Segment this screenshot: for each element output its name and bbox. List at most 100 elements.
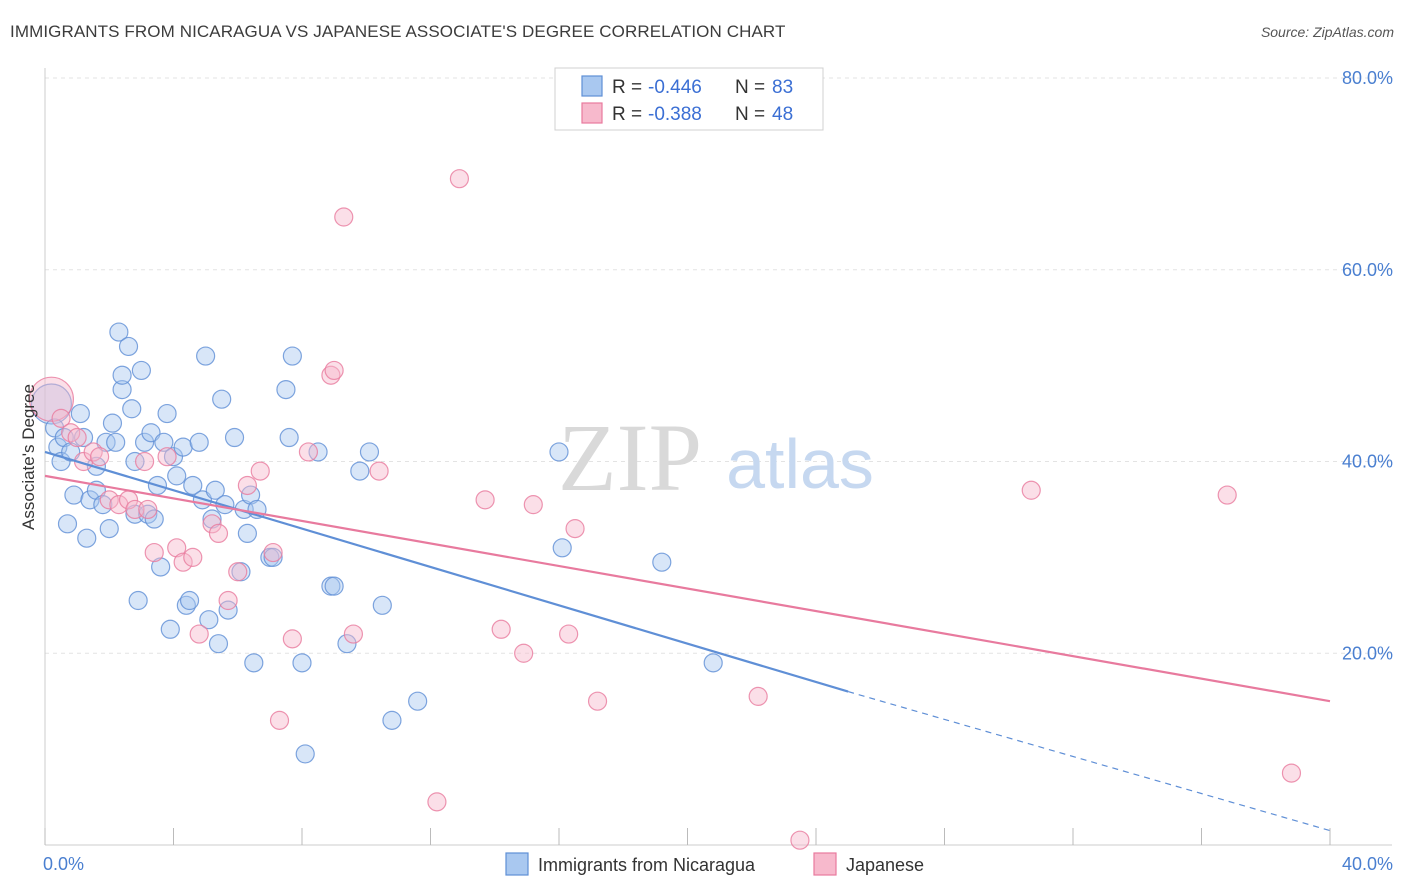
legend-n-label-1: N = xyxy=(735,77,765,98)
bottom-legend-label-japanese: Japanese xyxy=(846,855,924,875)
nicaragua-point xyxy=(382,710,402,730)
japanese-point xyxy=(202,514,222,534)
legend-n-value-1: 83 xyxy=(772,77,793,98)
japanese-point xyxy=(334,207,354,227)
legend-swatch-nicaragua xyxy=(581,75,603,97)
japanese-point xyxy=(134,451,155,472)
nicaragua-point xyxy=(295,744,315,764)
nicaragua-point xyxy=(167,466,187,486)
japanese-point xyxy=(90,447,110,467)
legend-r-value-1: -0.446 xyxy=(648,77,702,98)
japanese-point xyxy=(183,547,203,567)
nicaragua-point xyxy=(96,432,116,452)
japanese-point xyxy=(523,495,543,515)
nicaragua-point xyxy=(144,509,164,529)
nicaragua-point xyxy=(112,365,132,385)
japanese-point xyxy=(282,629,302,649)
legend-swatch-japanese xyxy=(581,102,603,124)
nicaragua-point xyxy=(408,691,428,711)
japanese-point xyxy=(324,360,344,381)
nicaragua-point xyxy=(183,475,203,496)
nicaragua-point xyxy=(279,427,299,448)
legend-n-label-2: N = xyxy=(735,104,765,125)
legend-r-label-1: R = xyxy=(612,77,642,98)
series-legend: Immigrants from Nicaragua Japanese xyxy=(505,852,924,876)
nicaragua-point xyxy=(263,547,283,567)
nicaragua-point xyxy=(652,552,672,572)
nicaragua-point xyxy=(112,379,132,400)
japanese-point xyxy=(218,590,238,611)
japanese-point xyxy=(237,475,257,496)
chart-title: IMMIGRANTS FROM NICARAGUA VS JAPANESE AS… xyxy=(10,22,786,41)
tick-labels: 20.0% 40.0% 60.0% 80.0% 0.0% 40.0% xyxy=(43,68,1393,874)
japanese-point xyxy=(167,538,187,558)
nicaragua-point xyxy=(359,442,380,462)
japanese-point xyxy=(99,490,119,510)
japanese-point xyxy=(173,552,193,572)
nicaragua-point xyxy=(324,576,344,596)
nicaragua-point xyxy=(61,442,81,462)
y-tick-label: 80.0% xyxy=(1342,68,1393,88)
nicaragua-point xyxy=(189,432,209,452)
legend-n-value-2: 48 xyxy=(772,104,793,125)
nicaragua-point xyxy=(73,427,94,448)
bottom-legend-swatch-japanese xyxy=(813,852,837,876)
japanese-point xyxy=(559,624,579,644)
japanese-point xyxy=(427,792,447,812)
japanese-point xyxy=(189,624,209,644)
japanese-point xyxy=(157,447,177,467)
nicaragua-point xyxy=(196,346,216,366)
nicaragua-point xyxy=(64,485,84,505)
japanese-point xyxy=(51,408,71,428)
japanese-point xyxy=(449,169,470,189)
japanese-point xyxy=(298,442,319,462)
nicaragua-point xyxy=(549,442,569,462)
nicaragua-point xyxy=(160,619,180,639)
nicaragua-point xyxy=(276,379,296,400)
y-tick-label: 40.0% xyxy=(1342,452,1393,472)
nicaragua-point xyxy=(128,590,148,611)
japanese-point xyxy=(514,643,534,663)
nicaragua-point xyxy=(131,360,151,381)
nicaragua-point xyxy=(703,653,723,673)
nicaragua-point xyxy=(30,383,73,425)
japanese-point xyxy=(748,686,768,706)
japanese-point xyxy=(475,490,495,510)
nicaragua-point xyxy=(350,461,370,481)
nicaragua-point xyxy=(224,427,245,448)
nicaragua-point xyxy=(106,432,126,452)
nicaragua-point xyxy=(122,399,142,419)
nicaragua-point xyxy=(80,490,100,510)
stats-legend: R = -0.446 N = 83 R = -0.388 N = 48 xyxy=(554,67,824,131)
japanese-point xyxy=(491,619,511,639)
nicaragua-point xyxy=(199,610,219,630)
trend-lines xyxy=(44,450,1331,832)
series-japanese-points xyxy=(28,169,1302,850)
watermark-atlas: atlas xyxy=(726,425,874,503)
source-credit: Source: ZipAtlas.com xyxy=(1260,24,1394,40)
nicaragua-trend-extension xyxy=(847,691,1331,832)
japanese-point xyxy=(228,562,248,582)
japanese-point xyxy=(1281,763,1302,783)
japanese-point xyxy=(138,499,158,520)
japanese-point xyxy=(1217,485,1237,505)
nicaragua-point xyxy=(118,336,139,357)
nicaragua-point xyxy=(552,538,572,558)
nicaragua-point xyxy=(282,346,302,366)
nicaragua-point xyxy=(205,480,225,500)
nicaragua-point xyxy=(212,389,232,409)
legend-r-value-2: -0.388 xyxy=(648,104,702,125)
nicaragua-point xyxy=(157,403,177,424)
japanese-point xyxy=(369,461,389,481)
japanese-point xyxy=(1021,480,1041,500)
nicaragua-point xyxy=(141,423,161,443)
series-nicaragua-points xyxy=(30,322,723,764)
japanese-point xyxy=(565,519,585,539)
japanese-point xyxy=(28,376,75,422)
nicaragua-point xyxy=(208,634,229,654)
x-tick-label: 40.0% xyxy=(1342,854,1393,874)
nicaragua-point xyxy=(308,442,328,462)
nicaragua-point xyxy=(173,437,193,457)
japanese-point xyxy=(67,427,87,448)
